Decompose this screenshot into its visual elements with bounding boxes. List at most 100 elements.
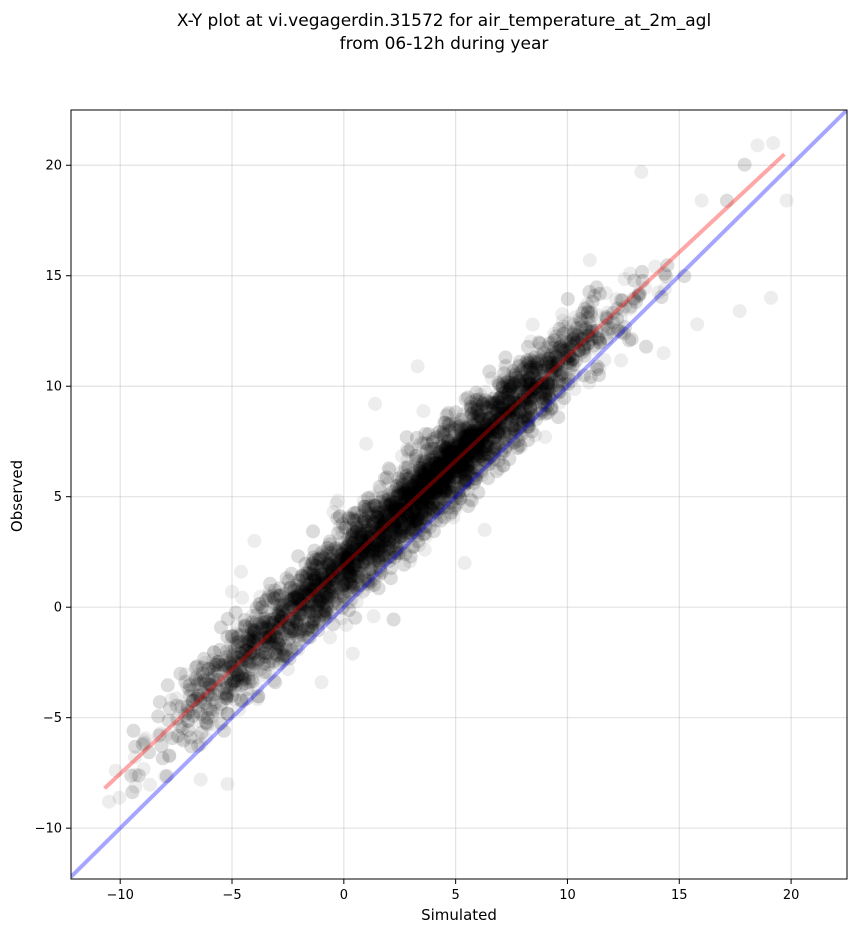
scatter-point — [205, 709, 219, 724]
scatter-point — [547, 340, 561, 355]
scatter-point — [379, 511, 394, 526]
scatter-point — [473, 387, 488, 402]
scatter-point — [305, 614, 320, 629]
scatter-point — [461, 458, 476, 473]
scatter-point — [251, 625, 266, 640]
scatter-point — [370, 549, 385, 564]
scatter-point — [280, 600, 295, 615]
scatter-point — [451, 495, 466, 510]
scatter-point — [442, 448, 457, 463]
scatter-point — [390, 478, 404, 493]
scatter-point — [397, 535, 412, 550]
scatter-point — [467, 454, 482, 469]
scatter-point — [225, 629, 240, 644]
scatter-point — [356, 493, 371, 508]
scatter-point — [361, 491, 376, 506]
scatter-point — [418, 507, 433, 521]
scatter-point — [525, 391, 539, 406]
scatter-point — [182, 704, 197, 719]
scatter-point — [201, 662, 216, 676]
scatter-point — [494, 401, 509, 416]
scatter-point — [548, 348, 563, 363]
scatter-point — [204, 680, 219, 695]
scatter-point — [346, 513, 361, 527]
scatter-point — [466, 454, 481, 469]
scatter-point — [359, 533, 374, 548]
scatter-point — [536, 363, 551, 378]
scatter-point — [434, 462, 449, 477]
scatter-point — [289, 641, 304, 656]
scatter-point — [424, 456, 439, 471]
scatter-point — [425, 452, 440, 467]
scatter-point — [436, 487, 451, 502]
scatter-point — [359, 526, 374, 541]
scatter-point — [396, 503, 411, 518]
scatter-point — [442, 481, 457, 496]
scatter-point — [404, 526, 419, 541]
scatter-point — [402, 471, 416, 486]
scatter-point — [437, 449, 452, 464]
scatter-point — [530, 373, 545, 387]
scatter-point — [296, 585, 311, 600]
scatter-point — [340, 552, 355, 567]
scatter-point — [534, 353, 548, 368]
scatter-point — [482, 423, 497, 438]
scatter-point — [347, 513, 362, 528]
scatter-point — [445, 455, 460, 470]
scatter-point — [368, 554, 383, 569]
scatter-point — [249, 614, 264, 629]
scatter-point — [526, 392, 541, 407]
scatter-point — [469, 429, 484, 444]
scatter-point — [540, 380, 555, 395]
scatter-point — [442, 470, 456, 485]
scatter-point — [530, 384, 545, 399]
scatter-point — [423, 481, 438, 495]
scatter-point — [112, 790, 127, 805]
scatter-point — [495, 398, 510, 413]
scatter-point — [374, 531, 389, 546]
scatter-point — [340, 566, 355, 581]
scatter-point — [294, 596, 309, 610]
scatter-point — [506, 396, 521, 411]
scatter-point — [224, 673, 238, 688]
scatter-point — [475, 428, 490, 443]
scatter-point — [430, 468, 445, 483]
scatter-point — [563, 334, 578, 349]
scatter-point — [349, 547, 364, 562]
scatter-point — [500, 433, 515, 448]
scatter-point — [538, 402, 553, 417]
scatter-point — [545, 355, 559, 370]
scatter-point — [471, 442, 486, 457]
scatter-point — [563, 356, 577, 371]
scatter-point — [431, 463, 446, 478]
scatter-point — [511, 398, 526, 413]
scatter-point — [584, 309, 599, 324]
scatter-point — [448, 470, 462, 485]
scatter-point — [469, 424, 484, 439]
scatter-point — [499, 375, 514, 389]
scatter-point — [322, 575, 337, 590]
scatter-point — [442, 459, 456, 474]
scatter-point — [301, 600, 316, 615]
scatter-point — [509, 370, 524, 385]
scatter-point — [461, 450, 475, 465]
scatter-point — [440, 451, 455, 466]
scatter-point — [315, 572, 330, 586]
scatter-point — [500, 419, 515, 434]
scatter-point — [284, 642, 299, 657]
scatter-point — [381, 461, 396, 476]
scatter-point — [351, 564, 366, 579]
scatter-point — [324, 586, 339, 601]
scatter-point — [391, 523, 406, 538]
scatter-point — [457, 444, 472, 459]
scatter-point — [515, 414, 530, 429]
scatter-point — [571, 325, 586, 340]
scatter-point — [256, 615, 271, 630]
scatter-point — [316, 600, 331, 615]
scatter-point — [465, 471, 480, 486]
scatter-point — [196, 673, 211, 688]
scatter-point — [231, 654, 246, 668]
scatter-point — [342, 534, 357, 549]
scatter-point — [313, 594, 328, 608]
scatter-point — [363, 578, 378, 593]
